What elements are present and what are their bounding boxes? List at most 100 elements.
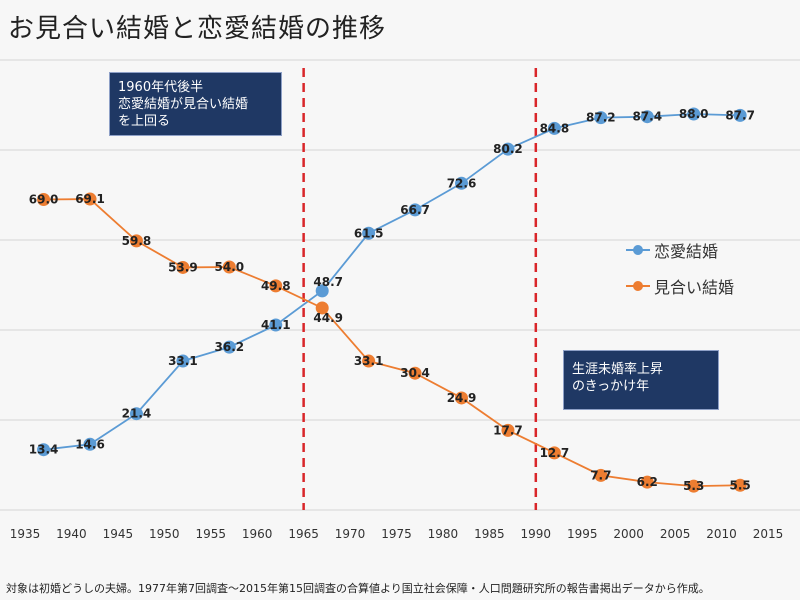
data-point bbox=[687, 107, 701, 121]
data-label: 88.0 bbox=[679, 107, 709, 121]
reference-lines bbox=[302, 68, 538, 510]
data-label: 21.4 bbox=[122, 407, 152, 421]
footnote: 対象は初婚どうしの夫婦。1977年第7回調査～2015年第15回調査の合算値より… bbox=[6, 582, 710, 595]
data-point bbox=[547, 446, 561, 460]
data-point bbox=[362, 354, 376, 368]
x-tick-label: 1985 bbox=[474, 527, 505, 541]
x-tick-label: 1975 bbox=[381, 527, 412, 541]
callout-line: 恋愛結婚が見合い結婚 bbox=[118, 97, 249, 112]
x-tick-label: 1965 bbox=[288, 527, 319, 541]
data-point bbox=[501, 423, 515, 437]
data-label: 30.4 bbox=[400, 366, 430, 380]
data-label: 69.1 bbox=[75, 192, 105, 206]
data-label: 33.1 bbox=[354, 354, 384, 368]
x-tick-label: 2015 bbox=[753, 527, 784, 541]
data-label: 36.2 bbox=[215, 340, 245, 354]
data-label: 6.2 bbox=[637, 475, 658, 489]
data-point bbox=[408, 203, 422, 217]
legend-label-love: 恋愛結婚 bbox=[654, 242, 719, 261]
data-point bbox=[408, 366, 422, 380]
data-label: 7.7 bbox=[590, 468, 611, 482]
data-point bbox=[37, 193, 51, 206]
data-point bbox=[176, 260, 190, 274]
legend: 恋愛結婚 見合い結婚 bbox=[626, 238, 734, 310]
x-tick-label: 1950 bbox=[149, 527, 180, 541]
data-point bbox=[222, 340, 236, 354]
data-labels: 13.4 14.6 21.4 33.1 36.2 41.1 48.7 61.5 66.7 72.6… bbox=[29, 107, 755, 493]
data-point bbox=[222, 260, 236, 274]
legend-swatch-love bbox=[626, 242, 650, 258]
data-point bbox=[129, 407, 143, 421]
x-axis-ticks: 1935 1940 1945 1950 1955 1960 1965 1970 1975 1980… bbox=[10, 527, 784, 541]
callout-line: 生涯未婚率上昇 bbox=[572, 362, 664, 377]
legend-swatch-arranged bbox=[626, 278, 650, 294]
data-point bbox=[315, 284, 329, 298]
data-label: 69.0 bbox=[29, 193, 59, 207]
data-label: 49.8 bbox=[261, 279, 291, 293]
x-tick-label: 2000 bbox=[613, 527, 644, 541]
data-label: 84.8 bbox=[540, 121, 570, 135]
callout-love-overtakes: 1960年代後半 恋愛結婚が見合い結婚 を上回る bbox=[109, 72, 282, 136]
data-label: 44.9 bbox=[313, 311, 343, 325]
x-tick-label: 1980 bbox=[428, 527, 459, 541]
data-point bbox=[269, 279, 283, 293]
x-tick-label: 1960 bbox=[242, 527, 273, 541]
data-point bbox=[315, 301, 329, 315]
data-label: 72.6 bbox=[447, 176, 477, 190]
data-point bbox=[733, 478, 747, 492]
x-tick-label: 1945 bbox=[103, 527, 134, 541]
data-label: 66.7 bbox=[400, 203, 430, 217]
legend-label-arranged: 見合い結婚 bbox=[654, 278, 735, 297]
data-point bbox=[594, 111, 608, 125]
data-label: 54.0 bbox=[215, 260, 245, 274]
data-label: 33.1 bbox=[168, 354, 198, 368]
x-tick-label: 2010 bbox=[706, 527, 737, 541]
data-label: 12.7 bbox=[540, 446, 570, 460]
data-point bbox=[640, 475, 654, 489]
data-point bbox=[83, 192, 97, 206]
data-point bbox=[362, 226, 376, 240]
data-label: 5.5 bbox=[730, 478, 751, 492]
x-tick-label: 1970 bbox=[335, 527, 366, 541]
data-label: 24.9 bbox=[447, 391, 477, 405]
data-point bbox=[687, 479, 701, 493]
callout-line: 1960年代後半 bbox=[118, 80, 204, 95]
data-label: 53.9 bbox=[168, 260, 198, 274]
legend-item-love: 恋愛結婚 bbox=[626, 238, 734, 262]
data-point bbox=[594, 468, 608, 482]
series-line bbox=[43, 113, 741, 451]
data-point bbox=[176, 354, 190, 368]
data-label: 17.7 bbox=[493, 423, 523, 437]
data-label: 13.4 bbox=[29, 443, 59, 457]
data-label: 87.2 bbox=[586, 111, 616, 125]
data-label: 48.7 bbox=[313, 275, 343, 289]
data-point bbox=[269, 318, 283, 332]
data-label: 80.2 bbox=[493, 142, 523, 156]
data-point bbox=[547, 121, 561, 135]
data-label: 59.8 bbox=[122, 234, 152, 248]
data-label: 5.3 bbox=[683, 479, 704, 493]
data-point bbox=[733, 108, 747, 122]
data-label: 61.5 bbox=[354, 226, 384, 240]
x-tick-label: 2005 bbox=[660, 527, 691, 541]
data-point bbox=[37, 443, 51, 457]
data-label: 14.6 bbox=[75, 437, 105, 451]
data-point bbox=[455, 391, 469, 405]
series-layer bbox=[37, 107, 747, 493]
callout-line: を上回る bbox=[118, 114, 171, 129]
x-tick-label: 1940 bbox=[56, 527, 87, 541]
data-point bbox=[83, 437, 97, 451]
data-point bbox=[129, 234, 143, 248]
callout-line: のきっかけ年 bbox=[572, 379, 650, 394]
data-point bbox=[501, 142, 515, 156]
x-tick-label: 1990 bbox=[521, 527, 552, 541]
data-label: 87.7 bbox=[725, 108, 755, 122]
data-point bbox=[455, 176, 469, 190]
data-point bbox=[640, 110, 654, 124]
chart-title: お見合い結婚と恋愛結婚の推移 bbox=[8, 14, 387, 44]
x-tick-label: 1955 bbox=[195, 527, 226, 541]
data-label: 41.1 bbox=[261, 318, 291, 332]
callout-unmarried-rise: 生涯未婚率上昇 のきっかけ年 bbox=[563, 350, 719, 410]
x-tick-label: 1995 bbox=[567, 527, 598, 541]
